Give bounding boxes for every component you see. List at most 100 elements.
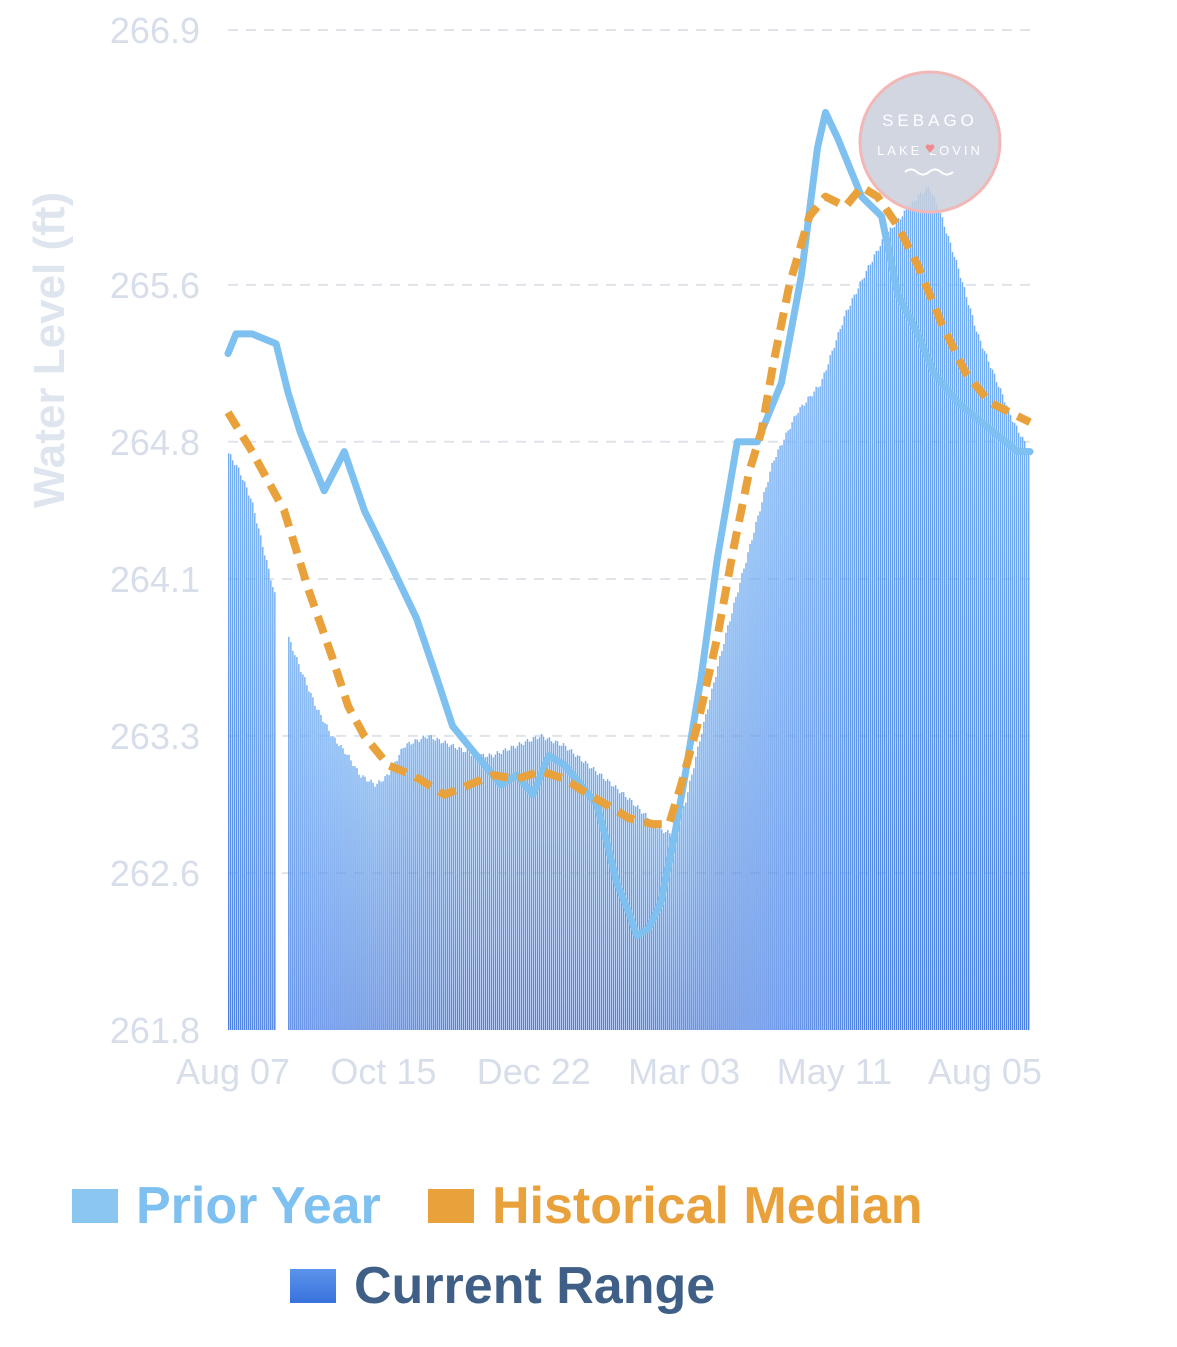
current-range-bar [288,636,290,1030]
current-range-bar [354,766,356,1030]
current-range-bar [1003,402,1006,1031]
current-range-bar [322,721,324,1030]
current-range-bar [616,789,619,1030]
current-range-bar [252,502,254,1030]
current-range-bar [725,632,727,1030]
current-range-bar [390,770,392,1030]
current-range-bar [709,700,711,1030]
current-range-bar [316,709,318,1030]
current-range-bar [789,429,791,1030]
current-range-bar [639,808,641,1030]
current-range-bar [536,739,539,1030]
current-range-bar [332,736,334,1030]
current-range-bar [512,745,515,1030]
current-range-bar [883,237,886,1030]
current-range-bar [967,305,970,1030]
current-range-bar [997,386,1000,1031]
current-range-bar [234,465,236,1030]
current-range-bar [384,776,386,1030]
current-range-bar [697,746,699,1030]
x-tick-label: Aug 05 [928,1051,1042,1092]
current-range-bar [232,460,234,1030]
current-range-bar [813,391,815,1030]
current-range-bar [326,724,328,1030]
current-range-bar [815,386,817,1030]
current-range-bar [957,268,960,1030]
current-range-bar [991,369,994,1030]
current-range-bar [398,754,400,1030]
current-range-bar [416,739,418,1030]
current-range-bar [312,697,314,1030]
current-range-bar [596,774,599,1030]
current-range-bar [402,748,404,1030]
current-range-bar [562,743,565,1030]
current-range-bar [703,721,705,1030]
current-range-bar [937,211,940,1030]
historical-median-line [224,182,1032,829]
current-range-bar [614,785,617,1030]
current-range-bar [406,743,408,1030]
y-tick-label: 262.6 [110,853,200,894]
current-range-bar [987,361,990,1030]
current-range-bar [622,792,625,1030]
current-range-bar [767,482,769,1030]
current-range-bar [805,402,807,1030]
current-range-bar [933,196,936,1030]
current-range-bar [983,351,986,1030]
current-range-bar [450,744,452,1030]
x-tick-label: Mar 03 [628,1051,740,1092]
current-range-bar [434,740,436,1030]
water-level-chart: 266.9 265.6 264.8 264.1 263.3 262.6 261.8 Aug … [25,10,1042,1092]
current-range-bar [855,294,857,1030]
current-range-bar [582,762,585,1030]
current-range-bar [881,239,884,1030]
current-range-bar [915,200,918,1031]
y-tick-label: 266.9 [110,10,200,51]
current-range-bar [528,741,531,1030]
current-range-bar [923,192,926,1031]
current-range-bar [779,445,781,1030]
current-range-bar [268,568,270,1030]
current-range-bar [1015,425,1018,1030]
current-range-bar [733,602,735,1030]
current-range-bar [508,750,511,1030]
current-range-bar [945,233,948,1030]
current-range-bar [913,200,916,1031]
current-range-bar [262,546,264,1030]
current-range-bar [921,194,924,1031]
current-range-bar [462,752,464,1030]
current-range-bar [606,779,609,1030]
current-range-bar [454,747,456,1030]
current-range-bar [857,288,859,1030]
wave-icon [904,168,954,176]
current-range-bar [769,471,771,1030]
current-range-bar [466,749,468,1030]
current-range-bar [292,650,294,1030]
current-range-bar [408,741,410,1030]
current-range-bar [1005,405,1008,1030]
current-range-bar [440,743,442,1030]
current-range-bar [456,749,458,1030]
current-range-bar [917,194,920,1031]
x-tick-label: Aug 07 [176,1051,290,1092]
current-range-bar [885,237,888,1030]
current-range-bar [687,792,689,1030]
current-range-bar [358,774,360,1030]
current-range-bar [745,562,747,1030]
current-range-bar [378,780,380,1030]
current-range-bar [877,250,880,1031]
current-range-bar [592,767,595,1030]
current-range-bar [1017,432,1020,1030]
current-range-bar [641,813,643,1030]
current-range-bar [879,246,882,1030]
current-range-bar [811,396,813,1030]
legend-item-prior-year: Prior Year [72,1176,381,1236]
current-range-bar [899,219,902,1031]
current-range-bar [414,739,416,1030]
current-range-bar [388,775,390,1030]
current-range-bar [442,742,444,1030]
watermark-logo: SEBAGO LAKE LOVIN [858,70,1002,214]
legend-label-historical-median: Historical Median [492,1177,923,1235]
current-range-bar [889,227,892,1030]
current-range-bar [348,754,350,1030]
